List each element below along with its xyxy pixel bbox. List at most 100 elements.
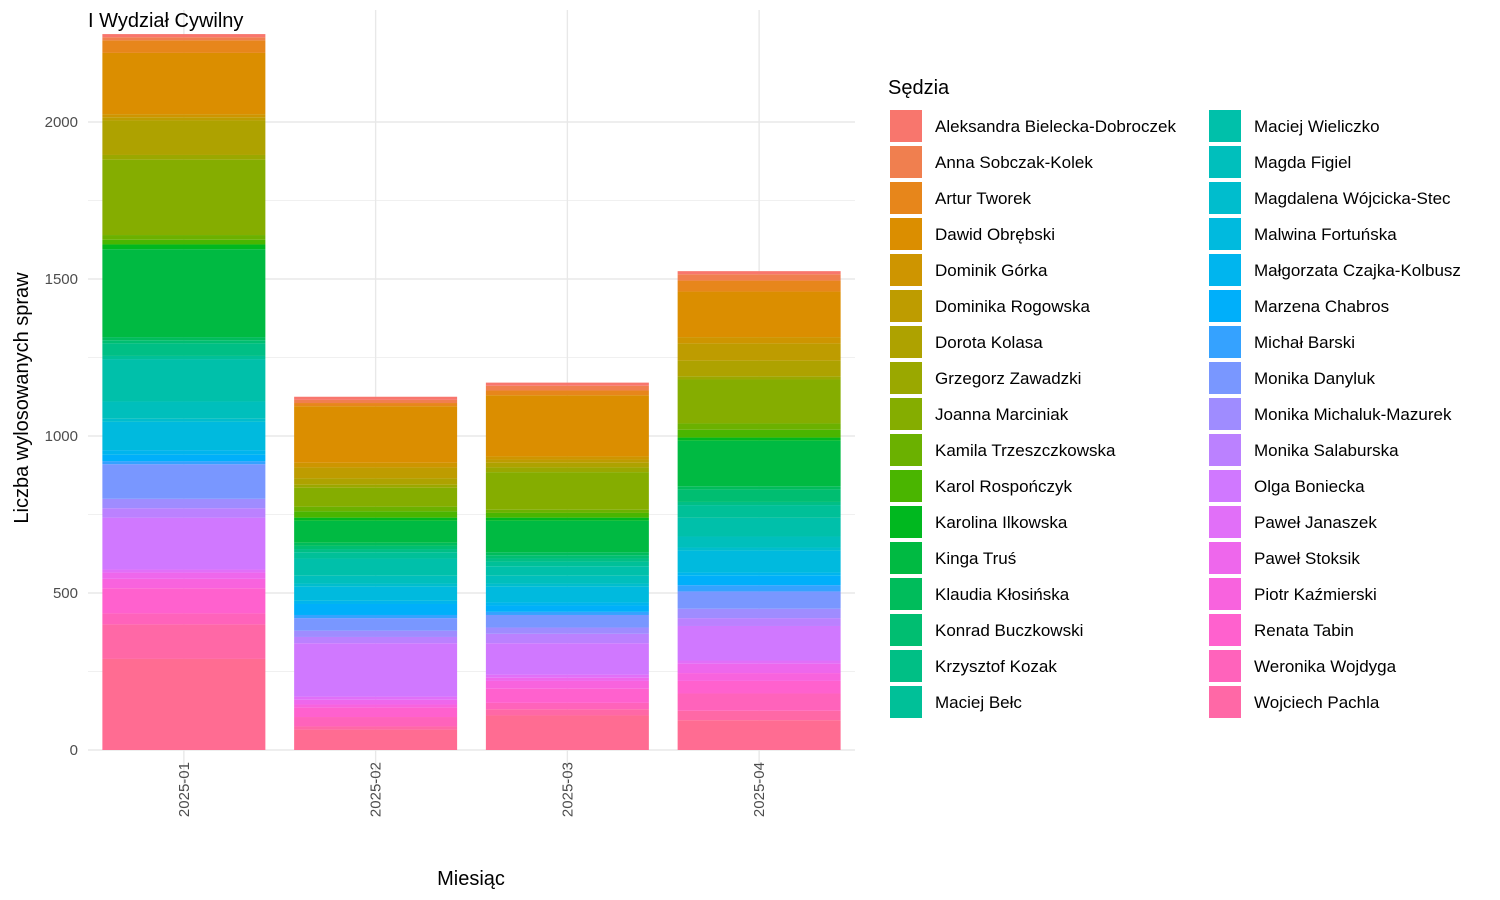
bar-segment (485, 605, 649, 612)
bar-segment (677, 489, 841, 502)
bar-segment (485, 561, 649, 567)
legend-swatch (1209, 578, 1241, 610)
legend-swatch (1209, 110, 1241, 142)
bar-segment (102, 343, 266, 356)
bar-segment (294, 630, 458, 637)
bar-segment (102, 578, 266, 589)
legend-label: Dawid Obrębski (935, 225, 1055, 244)
y-tick-label: 2000 (45, 114, 78, 131)
legend-label: Marzena Chabros (1254, 297, 1389, 316)
legend-swatch (1209, 146, 1241, 178)
bar-segment (485, 512, 649, 518)
bar-segment (485, 611, 649, 615)
bar-segment (485, 385, 649, 391)
legend-label: Paweł Janaszek (1254, 513, 1377, 532)
legend-label: Piotr Kaźmierski (1254, 585, 1377, 604)
bar-segment (294, 517, 458, 521)
bar-segment (677, 591, 841, 609)
bar-segment (677, 517, 841, 537)
legend-swatch (890, 326, 922, 358)
bar-segment (485, 688, 649, 703)
bar-segment (102, 498, 266, 509)
legend: Sędzia Aleksandra Bielecka-Dobroczek Anna… (888, 77, 1461, 718)
bar-segment (485, 462, 649, 468)
legend-label: Magda Figiel (1254, 153, 1351, 172)
bar-segment (102, 359, 266, 402)
y-axis-ticks: 0 500 1000 1500 2000 (45, 114, 78, 759)
legend-label: Aleksandra Bielecka-Dobroczek (935, 117, 1176, 136)
legend-title: Sędzia (888, 77, 950, 99)
bar-segment (677, 291, 841, 338)
bar-segment (102, 120, 266, 155)
bar-segment (294, 704, 458, 708)
bar-segment (485, 680, 649, 689)
bar-segment (294, 396, 458, 400)
legend-swatch (890, 542, 922, 574)
legend-label: Magdalena Wójcicka-Stec (1254, 189, 1451, 208)
bar-segment (102, 355, 266, 360)
bar-segment (102, 421, 266, 451)
legend-label: Artur Tworek (935, 189, 1032, 208)
bar-segment (677, 693, 841, 711)
bar-segment (677, 660, 841, 664)
bar-segment (102, 114, 266, 118)
bar-segment (102, 159, 266, 236)
legend-label: Małgorzata Czajka-Kolbusz (1254, 261, 1461, 280)
bar-segment (102, 340, 266, 344)
bar-segment (677, 280, 841, 292)
legend-label: Kamila Trzeszczkowska (935, 441, 1116, 460)
bar-segment (294, 586, 458, 601)
bar-segment (102, 418, 266, 422)
bar-segment (102, 613, 266, 625)
bar-segment (102, 569, 266, 573)
bar-segment (485, 552, 649, 556)
bar-segment (485, 395, 649, 457)
legend-label: Michał Barski (1254, 333, 1355, 352)
bar-segment (102, 450, 266, 455)
bar-segment (677, 575, 841, 586)
legend-items: Aleksandra Bielecka-Dobroczek Anna Sobcza… (890, 110, 1461, 718)
legend-swatch (890, 110, 922, 142)
legend-swatch (890, 218, 922, 250)
bar-segment (677, 536, 841, 548)
bar-segment (485, 472, 649, 510)
legend-swatch (1209, 434, 1241, 466)
legend-label: Weronika Wojdyga (1254, 657, 1397, 676)
legend-label: Malwina Fortuńska (1254, 225, 1397, 244)
bar-segment (102, 337, 266, 341)
bar-segment (294, 636, 458, 644)
legend-label: Kinga Truś (935, 549, 1016, 568)
bar-segment (677, 379, 841, 424)
legend-label: Wojciech Pachla (1254, 693, 1380, 712)
bar-segment (485, 709, 649, 716)
bar-segment (677, 437, 841, 441)
legend-label: Dorota Kolasa (935, 333, 1043, 352)
legend-swatch (890, 578, 922, 610)
bar-segment (677, 337, 841, 344)
bar-segment (102, 40, 266, 53)
bar-segment (677, 680, 841, 694)
bar-segment (294, 511, 458, 518)
legend-label: Maciej Wieliczko (1254, 117, 1380, 136)
bar-segment (294, 603, 458, 615)
bar-segment (102, 235, 266, 240)
bar-segment (102, 52, 266, 115)
bar-segment (485, 459, 649, 463)
legend-label: Monika Danyluk (1254, 369, 1375, 388)
legend-swatch (890, 398, 922, 430)
legend-swatch (1209, 326, 1241, 358)
bar-segment (677, 440, 841, 487)
bar-segment (677, 585, 841, 592)
bar-segment (102, 244, 266, 250)
bar-segment (294, 696, 458, 700)
legend-swatch (1209, 542, 1241, 574)
legend-label: Maciej Bełc (935, 693, 1022, 712)
legend-swatch (1209, 182, 1241, 214)
x-axis-ticks: 2025-01 2025-02 2025-03 2025-04 (176, 762, 768, 817)
legend-swatch (1209, 506, 1241, 538)
x-axis-title: Miesiąc (437, 868, 505, 890)
bar-segment (294, 600, 458, 604)
bar-segment (294, 462, 458, 468)
bar-segment (294, 545, 458, 550)
legend-label: Renata Tabin (1254, 621, 1354, 640)
